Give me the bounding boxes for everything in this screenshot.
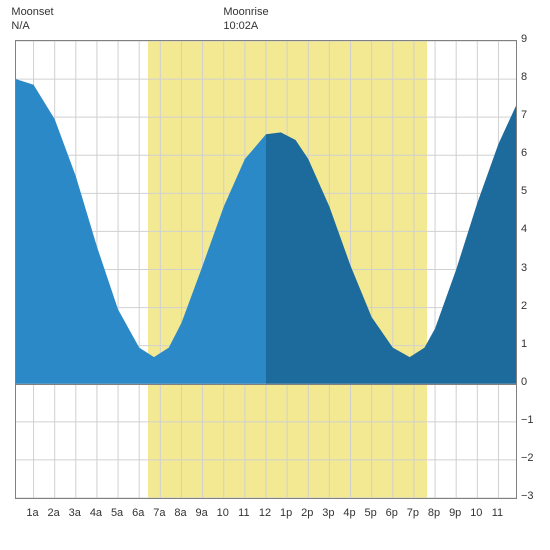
y-tick: 3: [521, 262, 543, 274]
y-tick: 8: [521, 71, 543, 83]
y-tick: −1: [521, 414, 543, 426]
tide-area-pm: [266, 106, 516, 384]
tide-area-am: [16, 79, 266, 384]
zero-line: [16, 384, 516, 385]
x-tick: 5a: [107, 507, 127, 519]
x-tick: 6a: [128, 507, 148, 519]
moonrise-block: Moonrise 10:02A: [223, 6, 268, 34]
x-tick: 2p: [297, 507, 317, 519]
x-tick: 3p: [318, 507, 338, 519]
x-tick: 9p: [445, 507, 465, 519]
y-tick: 7: [521, 109, 543, 121]
x-tick: 9a: [192, 507, 212, 519]
x-tick: 10: [466, 507, 486, 519]
moonset-label: Moonset: [11, 6, 53, 18]
x-tick: 1p: [276, 507, 296, 519]
x-tick: 7p: [403, 507, 423, 519]
x-tick: 4a: [86, 507, 106, 519]
x-tick: 10: [213, 507, 233, 519]
x-tick: 5p: [361, 507, 381, 519]
x-tick: 7a: [149, 507, 169, 519]
moonset-value: N/A: [11, 20, 29, 32]
y-tick: 0: [521, 376, 543, 388]
y-tick: 4: [521, 223, 543, 235]
y-tick: −3: [521, 490, 543, 502]
x-tick: 12: [255, 507, 275, 519]
y-tick: 2: [521, 300, 543, 312]
y-tick: 9: [521, 33, 543, 45]
tide-chart: Moonset N/A Moonrise 10:02A −3−2−1012345…: [0, 0, 550, 550]
x-tick: 8p: [424, 507, 444, 519]
moonset-block: Moonset N/A: [11, 6, 53, 34]
y-tick: 5: [521, 185, 543, 197]
y-tick: −2: [521, 452, 543, 464]
x-tick: 11: [487, 507, 507, 519]
x-tick: 3a: [65, 507, 85, 519]
x-tick: 2a: [44, 507, 64, 519]
y-tick: 6: [521, 147, 543, 159]
x-tick: 1a: [23, 507, 43, 519]
x-tick: 8a: [170, 507, 190, 519]
y-tick: 1: [521, 338, 543, 350]
tide-area: [16, 41, 516, 498]
moonrise-label: Moonrise: [223, 6, 268, 18]
x-tick: 11: [234, 507, 254, 519]
x-tick: 4p: [340, 507, 360, 519]
x-tick: 6p: [382, 507, 402, 519]
moonrise-value: 10:02A: [223, 20, 258, 32]
plot-area: [15, 40, 517, 499]
